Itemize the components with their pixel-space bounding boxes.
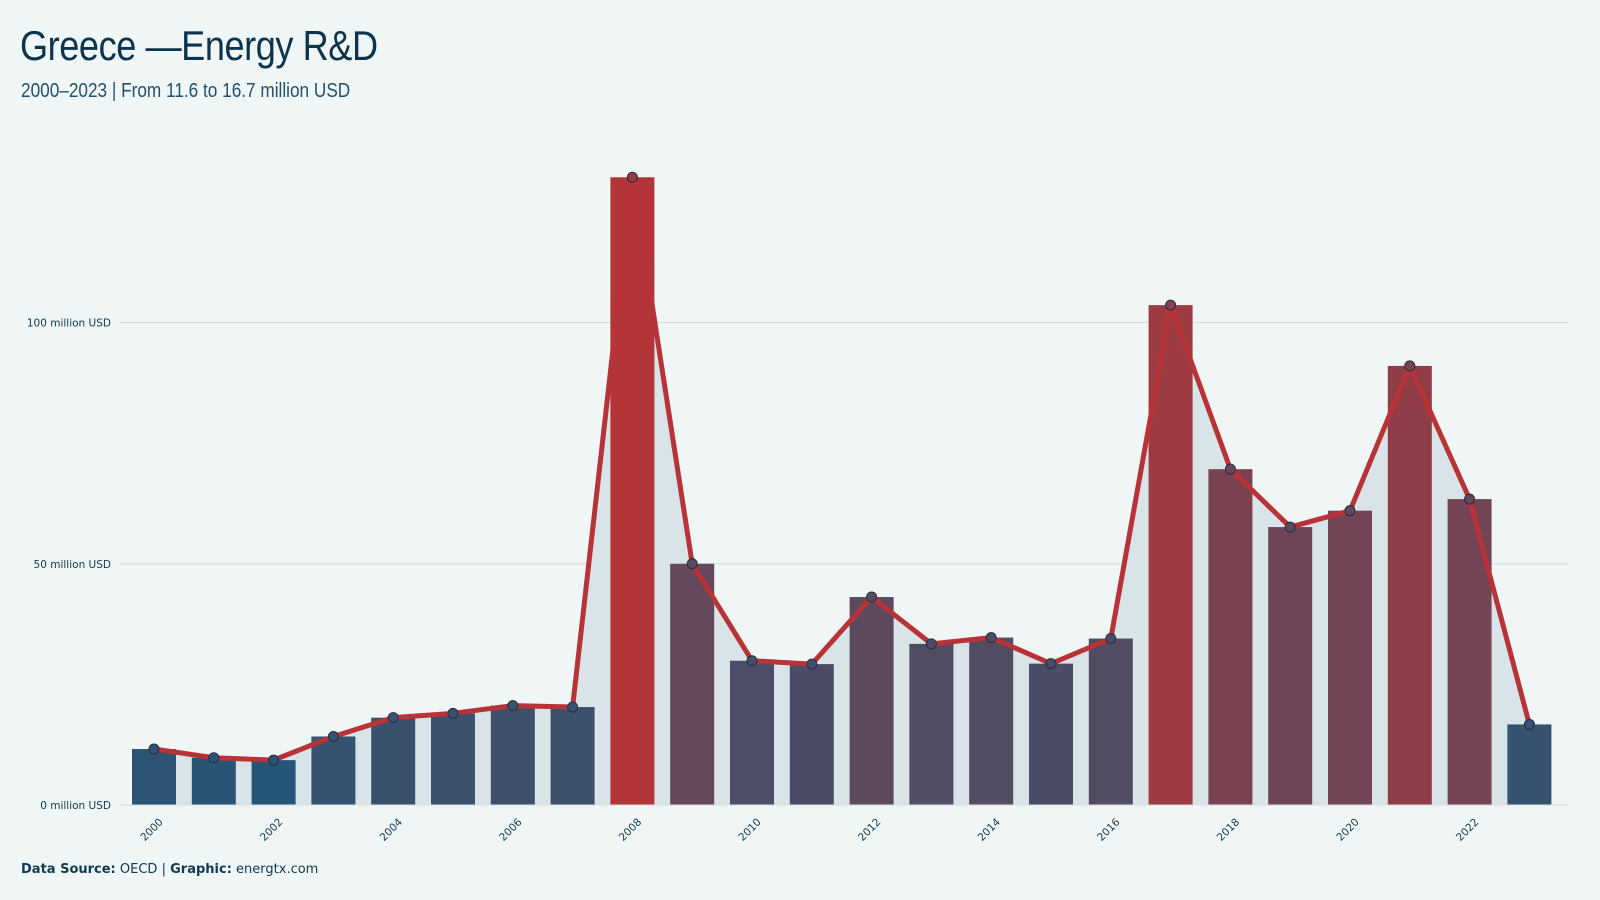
source-label: Data Source: (21, 862, 116, 877)
point-2006 (507, 700, 519, 712)
chart-title: Greece —Energy R&D (20, 22, 378, 69)
bar-2021 (1387, 365, 1432, 805)
point-2022 (1464, 493, 1476, 505)
chart-subtitle: 2000–2023 | From 11.6 to 16.7 million US… (21, 80, 351, 102)
bar-2007 (550, 707, 595, 805)
point-2012 (866, 591, 878, 603)
point-2002 (268, 754, 280, 766)
point-2019 (1284, 521, 1296, 533)
graphic-label: Graphic: (170, 862, 232, 877)
point-2001 (208, 752, 220, 764)
point-2009 (686, 558, 698, 570)
bar-2023 (1507, 724, 1552, 805)
bar-2012 (849, 597, 894, 805)
point-2017 (1165, 299, 1177, 311)
source-value: OECD (119, 862, 158, 877)
series-line (151, 174, 1532, 763)
bar-2010 (730, 660, 774, 805)
bar-2022 (1447, 499, 1492, 805)
x-tick-label: 2022 (1454, 816, 1481, 843)
bar-2003 (311, 736, 356, 805)
bar-2015 (1029, 663, 1073, 805)
x-tick-label: 2004 (378, 816, 406, 844)
bar-2014 (969, 637, 1014, 805)
x-tick-label: 2002 (258, 816, 285, 843)
bar-2002 (251, 760, 296, 805)
point-2014 (985, 632, 997, 644)
point-2010 (746, 655, 758, 667)
bar-2009 (670, 563, 715, 805)
point-2020 (1344, 505, 1356, 517)
x-tick-label: 2000 (138, 816, 165, 843)
bar-2020 (1328, 510, 1372, 805)
x-tick-label: 2012 (856, 816, 883, 843)
bar-2018 (1208, 469, 1253, 805)
bar-2011 (789, 664, 834, 805)
point-2008 (626, 171, 638, 183)
x-tick-label: 2020 (1334, 816, 1361, 843)
source-separator: | (161, 862, 166, 877)
bar-2016 (1088, 638, 1133, 805)
source-note: Data Source: OECD | Graphic: energtx.com (21, 862, 318, 877)
bar-2000 (132, 749, 176, 805)
x-tick-label: 2018 (1215, 816, 1242, 843)
point-2003 (327, 730, 339, 742)
x-tick-label: 2008 (617, 816, 644, 843)
graphic-value: energtx.com (236, 862, 319, 877)
x-tick-label: 2014 (976, 816, 1004, 844)
bar-2006 (490, 705, 535, 805)
point-2000 (148, 743, 160, 755)
bar-2013 (909, 643, 954, 805)
y-tick-label: 50 million USD (34, 559, 111, 571)
point-2013 (925, 638, 937, 650)
point-2021 (1404, 360, 1416, 372)
y-tick-label: 0 million USD (40, 800, 111, 812)
point-2005 (447, 707, 459, 719)
bar-2005 (431, 713, 475, 805)
area-fill (154, 177, 1530, 805)
bar-2019 (1268, 527, 1313, 805)
point-2018 (1224, 463, 1236, 475)
point-2023 (1523, 718, 1535, 730)
point-2011 (806, 658, 818, 670)
x-tick-label: 2010 (736, 816, 763, 843)
point-2004 (387, 712, 399, 724)
x-tick-label: 2006 (497, 816, 525, 844)
point-2007 (567, 701, 579, 713)
bar-2001 (191, 757, 236, 805)
point-2015 (1045, 658, 1057, 670)
x-tick-label: 2016 (1095, 816, 1123, 844)
y-tick-label: 100 million USD (27, 318, 111, 330)
bar-2004 (371, 717, 416, 805)
point-2016 (1105, 633, 1117, 645)
